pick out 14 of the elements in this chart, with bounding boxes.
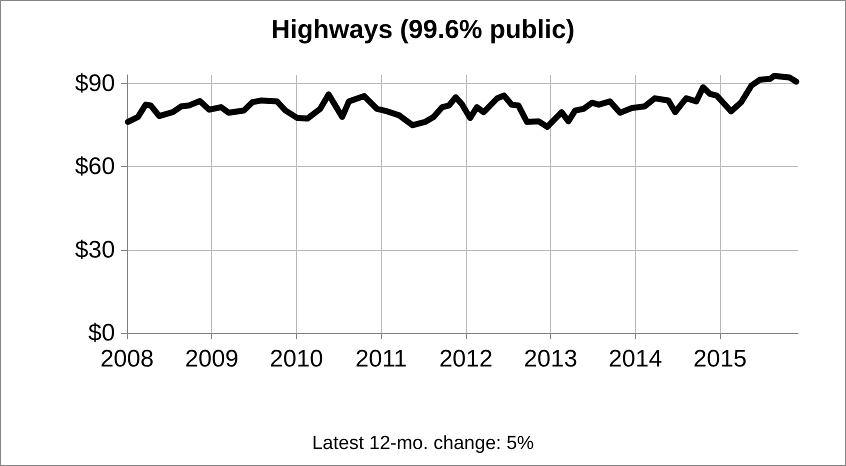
y-tick-label: $90	[74, 70, 115, 97]
x-tick-label: 2012	[439, 346, 493, 372]
text: Latest 12-mo. change: 5%	[312, 433, 534, 454]
y-tick-label: $0	[88, 320, 115, 346]
x-tick-label: 2014	[608, 346, 662, 372]
x-tick-label: 2010	[270, 346, 324, 372]
x-tick-label: 2011	[355, 346, 407, 372]
y-tick-label: $60	[74, 153, 115, 180]
x-tick-label: 2009	[185, 346, 238, 372]
x-tick-label: 2008	[100, 346, 154, 372]
chart-title: Highways (99.6% public)	[271, 14, 575, 44]
x-tick-label: 2015	[693, 346, 747, 372]
y-tick-label: $30	[74, 236, 115, 264]
x-tick-label: 2013	[524, 346, 578, 372]
